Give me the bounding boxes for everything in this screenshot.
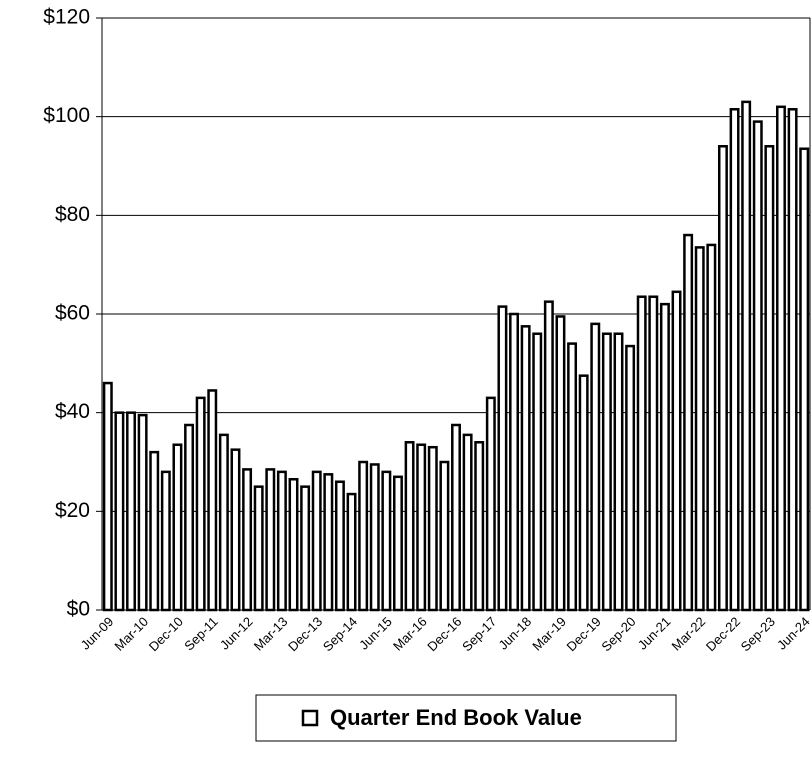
bar <box>474 441 485 612</box>
legend-box <box>255 694 677 742</box>
bar <box>427 445 438 612</box>
bar <box>253 485 264 612</box>
bar <box>532 332 543 612</box>
bar <box>114 411 125 612</box>
bar <box>323 473 334 612</box>
bar <box>625 344 636 612</box>
x-tick-label: Dec-22 <box>703 614 743 654</box>
y-tick-label: $20 <box>55 499 90 522</box>
x-tick-label: Jun-18 <box>495 614 534 653</box>
bar <box>184 423 195 612</box>
bar <box>311 470 322 612</box>
legend-label: Quarter End Book Value <box>330 705 582 730</box>
bar <box>288 478 299 612</box>
x-tick-label: Sep-14 <box>320 614 360 654</box>
bar <box>706 243 717 612</box>
bar <box>300 485 311 612</box>
x-tick-label: Dec-16 <box>424 614 464 654</box>
bar <box>102 381 113 612</box>
bar <box>741 100 752 612</box>
x-tick-label: Jun-15 <box>356 614 395 653</box>
x-tick-label: Mar-10 <box>111 614 151 654</box>
x-tick-label: Jun-21 <box>635 614 674 653</box>
bar <box>509 312 519 612</box>
bar <box>520 325 531 612</box>
bar <box>358 460 369 612</box>
x-tick-label: Jun-24 <box>774 614 811 653</box>
x-tick-label: Sep-11 <box>181 614 221 654</box>
bar <box>590 322 601 612</box>
bar <box>207 389 218 612</box>
x-tick-label: Mar-22 <box>669 614 709 654</box>
x-tick-label: Mar-19 <box>529 614 569 654</box>
bar <box>230 448 241 612</box>
bar <box>613 332 624 612</box>
y-tick-label: $80 <box>55 203 90 226</box>
x-tick-label: Sep-17 <box>459 614 499 654</box>
bar <box>369 463 380 612</box>
bar <box>567 342 578 612</box>
y-tick-label: $120 <box>43 6 90 29</box>
bar <box>149 450 160 612</box>
bar <box>346 492 357 612</box>
bar <box>543 300 554 612</box>
bar <box>752 120 763 612</box>
bar <box>671 290 682 612</box>
bar <box>276 470 287 612</box>
bar <box>393 475 403 612</box>
x-tick-label: Mar-16 <box>390 614 430 654</box>
x-tick-label: Dec-13 <box>285 614 325 654</box>
bar <box>648 295 659 612</box>
x-tick-label: Dec-10 <box>146 614 186 654</box>
x-tick-label: Sep-23 <box>738 614 778 654</box>
y-tick-label: $0 <box>67 598 90 621</box>
bar <box>764 145 775 612</box>
bar <box>404 441 415 612</box>
bar <box>137 413 148 612</box>
bar <box>729 108 740 612</box>
bar <box>555 315 566 612</box>
bar <box>381 470 392 612</box>
bar <box>172 443 183 612</box>
x-tick-label: Jun-12 <box>217 614 256 653</box>
bar <box>462 433 473 612</box>
bar <box>195 396 206 612</box>
bar <box>242 468 253 612</box>
bar <box>717 145 728 612</box>
bar <box>265 468 276 612</box>
bar <box>636 295 647 612</box>
bar <box>694 246 705 612</box>
y-tick-label: $40 <box>55 400 90 423</box>
bar <box>497 305 508 612</box>
legend-swatch <box>301 709 319 727</box>
bar <box>787 108 798 612</box>
y-tick-label: $60 <box>55 302 90 325</box>
bar <box>601 332 612 612</box>
bar <box>451 423 461 612</box>
bar <box>659 302 670 612</box>
bar <box>160 470 171 612</box>
bar <box>334 480 345 612</box>
x-tick-label: Sep-20 <box>598 614 638 654</box>
bar <box>578 374 589 612</box>
bar <box>776 105 786 612</box>
x-tick-label: Dec-19 <box>564 614 604 654</box>
bar <box>439 460 450 612</box>
x-tick-label: Mar-13 <box>251 614 291 654</box>
bar <box>126 411 136 612</box>
bar <box>218 433 229 612</box>
bar <box>683 233 694 612</box>
y-tick-label: $100 <box>43 104 90 127</box>
bar <box>485 396 496 612</box>
bar <box>416 443 427 612</box>
bar <box>799 147 810 612</box>
